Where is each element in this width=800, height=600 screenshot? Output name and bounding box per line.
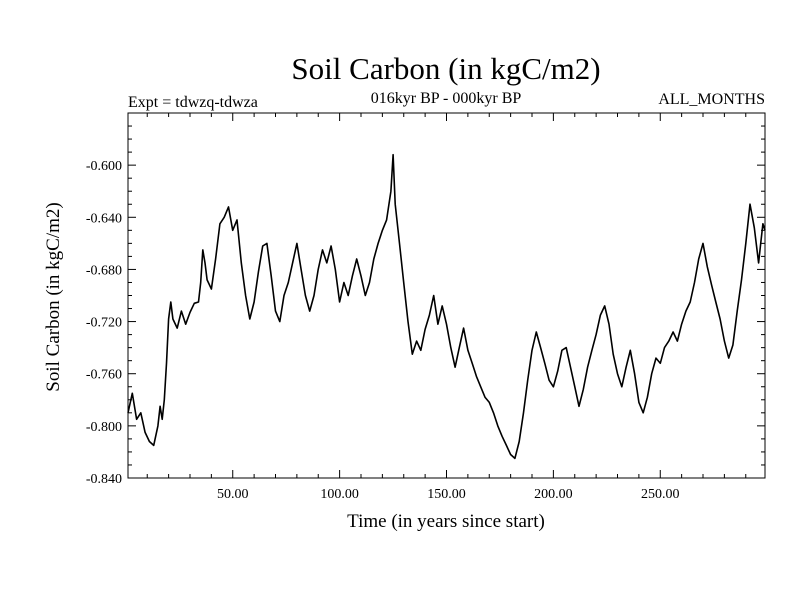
- series-line: [127, 153, 766, 460]
- x-tick-label: 50.00: [217, 487, 249, 502]
- y-tick-label: -0.760: [86, 368, 122, 383]
- y-axis-label: Soil Carbon (in kgC/m2): [43, 202, 64, 391]
- y-tick-label: -0.600: [86, 159, 122, 174]
- x-tick-label: 150.00: [427, 487, 466, 502]
- series-layer: [127, 153, 766, 460]
- y-tick-label: -0.680: [86, 263, 122, 278]
- plot-frame: [127, 112, 766, 479]
- x-tick-label: 250.00: [641, 487, 680, 502]
- chart-subtitle: 016kyr BP - 000kyr BP: [371, 90, 522, 107]
- months-label: ALL_MONTHS: [658, 91, 765, 108]
- x-tick-label: 200.00: [534, 487, 573, 502]
- y-tick-label: -0.840: [86, 472, 122, 487]
- x-tick-label: 100.00: [320, 487, 359, 502]
- y-tick-label: -0.640: [86, 211, 122, 226]
- y-tick-label: -0.720: [86, 316, 122, 331]
- axes: 50.00 100.00 150.00 200.00 250.00 -0.600 -0.64…: [86, 112, 766, 502]
- experiment-label: Expt = tdwzq-tdwza: [128, 94, 258, 111]
- y-tick-label: -0.800: [86, 420, 122, 435]
- chart-title: Soil Carbon (in kgC/m2): [291, 51, 600, 86]
- x-axis-label: Time (in years since start): [347, 511, 545, 532]
